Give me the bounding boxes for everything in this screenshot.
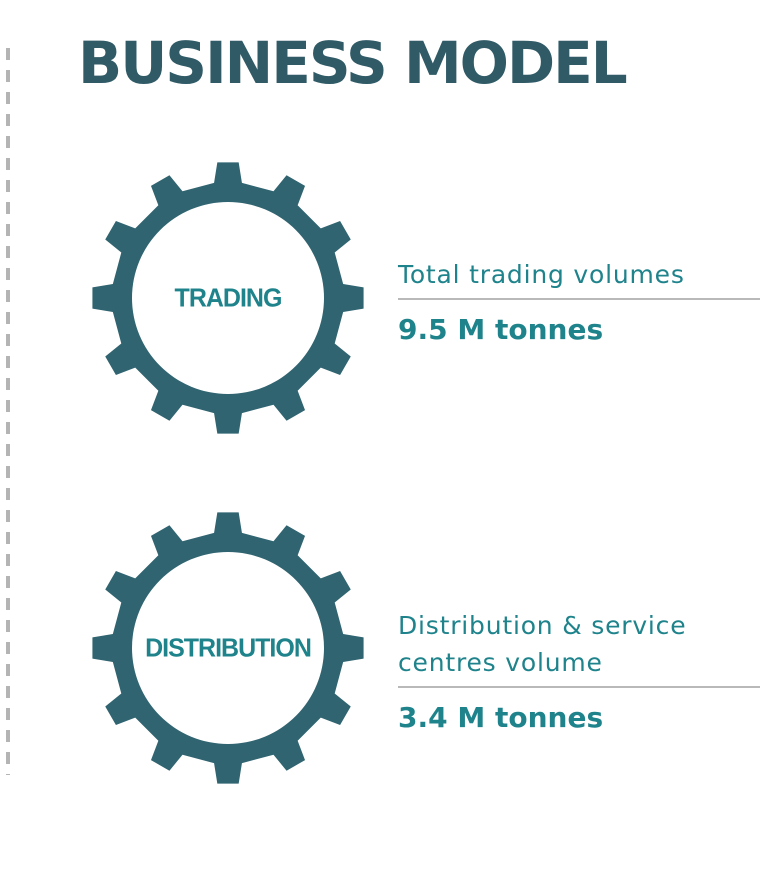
trading-gear: TRADING xyxy=(92,162,364,434)
page-title: BUSINESS MODEL xyxy=(78,29,628,97)
gear-center xyxy=(132,552,324,744)
trading-stat-label: Total trading volumes xyxy=(398,256,760,300)
trading-stat: Total trading volumes 9.5 M tonnes xyxy=(398,256,760,350)
distribution-stat-label: Distribution & service centres volume xyxy=(398,607,760,688)
gear-icon xyxy=(92,162,364,434)
dashed-divider xyxy=(6,48,10,775)
trading-stat-value: 9.5 M tonnes xyxy=(398,313,604,346)
trading-stat-label-text: Total trading volumes xyxy=(398,260,685,289)
distribution-gear-label: DISTRIBUTION xyxy=(145,632,312,663)
distribution-gear: DISTRIBUTION xyxy=(92,512,364,784)
gear-icon xyxy=(92,512,364,784)
distribution-stat-label-line2: centres volume xyxy=(398,648,603,677)
gear-center xyxy=(132,202,324,394)
trading-gear-label: TRADING xyxy=(174,282,283,313)
distribution-stat: Distribution & service centres volume 3.… xyxy=(398,607,760,738)
distribution-stat-label-line1: Distribution & service xyxy=(398,611,687,640)
distribution-stat-value: 3.4 M tonnes xyxy=(398,701,604,734)
